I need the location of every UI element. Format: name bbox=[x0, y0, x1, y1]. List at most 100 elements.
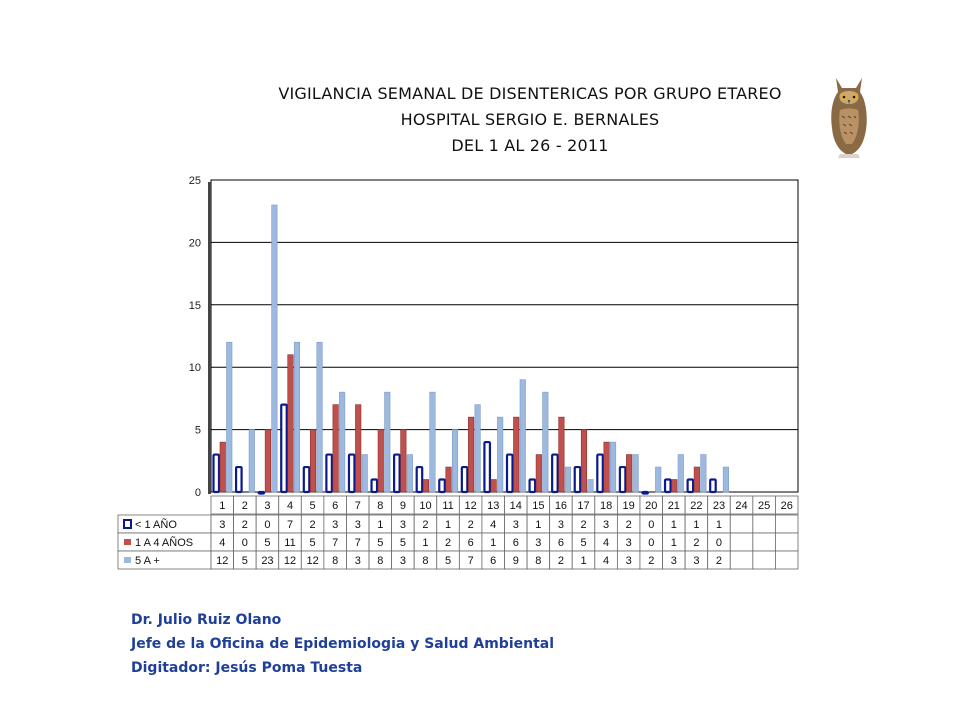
bar-5plus-week-5 bbox=[316, 341, 323, 493]
data-label: 23 bbox=[261, 555, 273, 567]
data-label: 6 bbox=[513, 537, 519, 549]
data-label: 1 bbox=[490, 537, 496, 549]
data-label: 12 bbox=[284, 555, 296, 567]
bar-5plus-week-23 bbox=[722, 466, 729, 493]
data-label: 3 bbox=[400, 519, 406, 531]
bar-1to4-week-8 bbox=[377, 429, 384, 493]
data-label: 0 bbox=[264, 519, 270, 531]
bar-lt1-week-10 bbox=[415, 465, 424, 494]
data-label: 1 bbox=[716, 519, 722, 531]
x-category-label: 26 bbox=[781, 500, 793, 512]
data-label: 5 bbox=[264, 537, 270, 549]
data-label: 3 bbox=[355, 519, 361, 531]
bar-1to4-week-18 bbox=[603, 441, 610, 493]
table-cell bbox=[752, 550, 776, 570]
bar-lt1-week-9 bbox=[393, 453, 401, 494]
data-label: 2 bbox=[558, 555, 564, 567]
bar-lt1-week-2 bbox=[234, 465, 243, 494]
x-category-label: 20 bbox=[645, 500, 657, 512]
x-category-label: 25 bbox=[758, 500, 770, 512]
bar-lt1-week-3 bbox=[257, 490, 266, 495]
data-label: 2 bbox=[716, 555, 722, 567]
data-label: 12 bbox=[306, 555, 318, 567]
bar-lt1-week-11 bbox=[438, 478, 446, 494]
x-category-label: 18 bbox=[600, 500, 612, 512]
x-category-label: 10 bbox=[419, 500, 431, 512]
bar-1to4-week-10 bbox=[422, 479, 429, 493]
table-cell bbox=[775, 532, 799, 552]
table-cell bbox=[729, 550, 754, 570]
bar-1to4-week-6 bbox=[332, 404, 339, 493]
data-label: 3 bbox=[332, 519, 338, 531]
plot-wall-shadow bbox=[208, 182, 211, 494]
data-label: 8 bbox=[377, 555, 383, 567]
x-category-label: 5 bbox=[310, 500, 316, 512]
bar-1to4-week-21 bbox=[671, 479, 678, 493]
bar-lt1-week-8 bbox=[370, 478, 379, 494]
bar-1to4-week-12 bbox=[468, 416, 475, 493]
data-label: 6 bbox=[490, 555, 496, 567]
data-label: 1 bbox=[693, 519, 699, 531]
bar-lt1-week-12 bbox=[460, 465, 469, 494]
chart-subtitle-period: DEL 1 AL 26 - 2011 bbox=[451, 136, 609, 155]
x-category-label: 8 bbox=[377, 500, 383, 512]
bar-lt1-week-5 bbox=[302, 465, 311, 494]
bar-lt1-week-4 bbox=[280, 403, 288, 494]
bar-5plus-week-11 bbox=[451, 429, 459, 493]
bar-5plus-week-17 bbox=[587, 479, 594, 493]
bar-lt1-week-14 bbox=[505, 453, 514, 494]
bar-1to4-week-22 bbox=[693, 466, 700, 493]
data-label: 3 bbox=[535, 537, 541, 549]
footer-role: Jefe de la Oficina de Epidemiologia y Sa… bbox=[131, 636, 555, 652]
bar-5plus-week-13 bbox=[497, 416, 504, 493]
data-label: 5 bbox=[580, 537, 586, 549]
data-label: 7 bbox=[355, 537, 361, 549]
data-label: 3 bbox=[626, 555, 632, 567]
data-label: 8 bbox=[332, 555, 338, 567]
bar-1to4-week-4 bbox=[287, 354, 294, 493]
data-label: 5 bbox=[242, 555, 248, 567]
bar-5plus-week-2 bbox=[248, 429, 255, 493]
x-category-label: 23 bbox=[713, 500, 725, 512]
x-category-label: 21 bbox=[668, 500, 680, 512]
data-label: 3 bbox=[693, 555, 699, 567]
plot-area: 0 5 10 15 20 25 bbox=[189, 175, 799, 499]
bar-1to4-week-7 bbox=[355, 404, 362, 493]
bar-5plus-week-1 bbox=[226, 341, 233, 493]
y-tick-label: 20 bbox=[189, 237, 201, 249]
bar-lt1-week-16 bbox=[551, 453, 559, 494]
y-tick-label: 25 bbox=[189, 175, 201, 187]
table-cell bbox=[775, 550, 799, 570]
y-tick-label: 15 bbox=[189, 300, 201, 312]
data-label: 3 bbox=[558, 519, 564, 531]
bar-1to4-week-15 bbox=[535, 454, 542, 493]
footer-author: Dr. Julio Ruiz Olano bbox=[131, 612, 282, 628]
data-label: 5 bbox=[377, 537, 383, 549]
x-category-label: 19 bbox=[623, 500, 635, 512]
x-category-label: 1 bbox=[219, 500, 225, 512]
y-tick-label: 5 bbox=[195, 425, 201, 437]
bar-lt1-week-1 bbox=[212, 453, 221, 494]
bar-lt1-week-15 bbox=[528, 478, 537, 494]
x-category-label: 22 bbox=[690, 500, 702, 512]
bar-5plus-week-8 bbox=[384, 391, 391, 493]
data-label: 3 bbox=[626, 537, 632, 549]
data-label: 7 bbox=[332, 537, 338, 549]
chart-title: VIGILANCIA SEMANAL DE DISENTERICAS POR G… bbox=[278, 84, 782, 103]
data-label: 2 bbox=[693, 537, 699, 549]
bar-1to4-week-9 bbox=[400, 429, 407, 493]
data-label: 4 bbox=[219, 537, 225, 549]
data-label: 6 bbox=[558, 537, 564, 549]
table-cell bbox=[775, 514, 799, 534]
table-cell bbox=[752, 532, 776, 552]
bar-5plus-week-12 bbox=[474, 404, 481, 493]
data-label: 1 bbox=[671, 537, 677, 549]
data-label: 9 bbox=[513, 555, 519, 567]
data-label: 5 bbox=[445, 555, 451, 567]
bar-5plus-week-4 bbox=[293, 341, 301, 493]
data-label: 0 bbox=[242, 537, 248, 549]
data-label: 2 bbox=[310, 519, 316, 531]
bar-5plus-week-21 bbox=[677, 454, 684, 493]
data-label: 3 bbox=[355, 555, 361, 567]
